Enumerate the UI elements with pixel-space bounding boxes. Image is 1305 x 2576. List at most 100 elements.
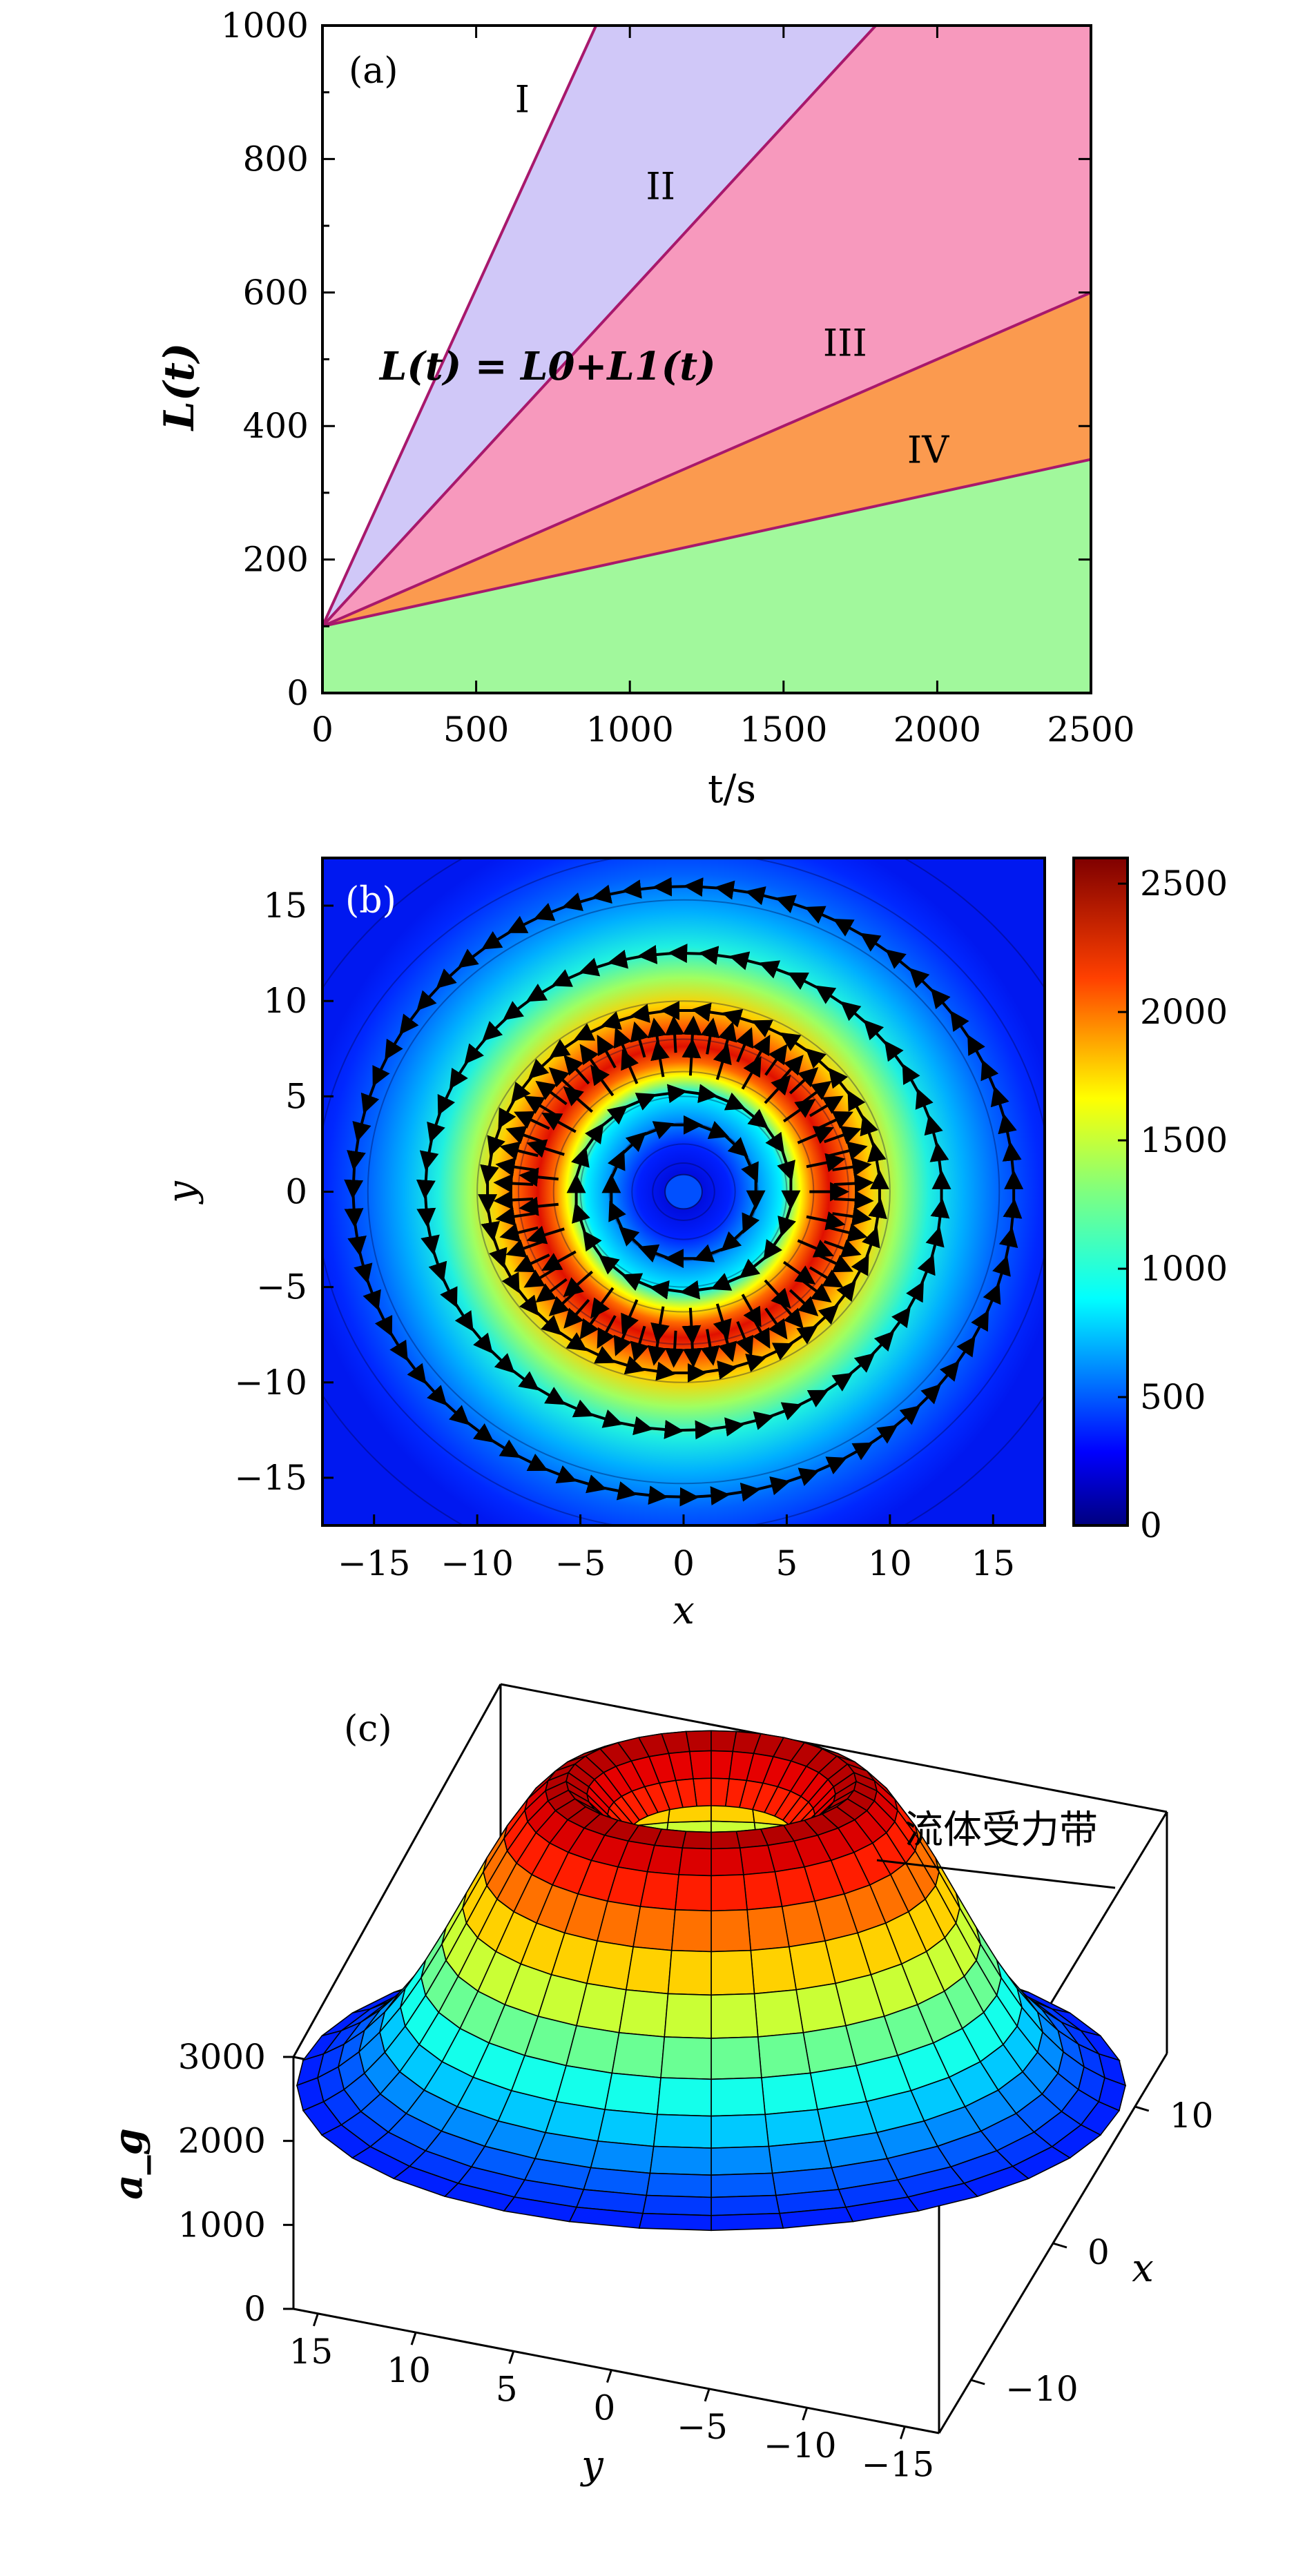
surface-facet (646, 2172, 712, 2198)
flow-arrow (493, 1190, 534, 1210)
flow-arrow (777, 1149, 795, 1182)
surface-facet (685, 1730, 712, 1753)
x-tick-label: −10 (1005, 2369, 1079, 2409)
flow-arrow (647, 1017, 667, 1055)
surface-facet (710, 2145, 773, 2176)
x-tick-mark (1134, 2105, 1150, 2112)
flow-arrow (621, 1273, 655, 1291)
flow-arrow (493, 1173, 534, 1193)
surface-facet (710, 1993, 759, 2039)
flow-arrow (571, 1146, 590, 1179)
contour-ring (631, 1143, 736, 1240)
flow-arrow (548, 1067, 579, 1095)
surface-facet (710, 1847, 744, 1877)
surface-facet (664, 1993, 712, 2039)
colorbar-tick-label: 1000 (1140, 1249, 1228, 1289)
flow-arrow (679, 1280, 716, 1300)
colorbar (1072, 857, 1129, 1527)
z-tick-label: 2000 (178, 2121, 266, 2161)
flow-arrow (741, 1294, 762, 1327)
flow-arrow (519, 1167, 559, 1187)
panel-c-annotation: 流体受力带 (905, 1808, 1098, 1853)
x-tick-mark (970, 2379, 985, 2385)
flow-arrow (718, 1325, 737, 1363)
flow-arrow (623, 1093, 657, 1111)
flow-arrow (741, 1056, 762, 1090)
flow-arrow (700, 1017, 720, 1055)
y-tick-label: 15 (289, 2332, 334, 2372)
x-tick-label: 2500 (1047, 710, 1134, 750)
flow-arrow (789, 1289, 819, 1316)
surface-facet (639, 1871, 679, 1911)
flow-arrow (583, 1230, 603, 1259)
flow-arrow (713, 1092, 746, 1111)
flow-arrow (800, 1080, 832, 1106)
flow-arrow (806, 1153, 846, 1173)
y-tick-label: 0 (287, 673, 309, 713)
surface-facet (710, 1874, 748, 1912)
surface-facet (638, 2212, 712, 2232)
region-label-III: III (823, 322, 867, 365)
panel-a-tag: (a) (349, 50, 398, 92)
flow-arrow (824, 1239, 862, 1258)
flow-arrow (665, 1015, 685, 1053)
y-tick-mark (508, 2350, 515, 2364)
flow-arrow (817, 1111, 853, 1130)
flow-arrow (505, 1126, 543, 1144)
panel-a-ylabel: L(t) (155, 343, 204, 432)
flow-arrow (499, 1141, 539, 1160)
flow-arrow (613, 1027, 632, 1062)
flow-arrow (563, 1270, 593, 1298)
y-tick-label: 600 (243, 273, 309, 313)
flow-arrow (764, 1307, 788, 1340)
y-tick-label: 200 (243, 540, 309, 580)
flow-arrow (824, 1126, 862, 1144)
flow-arrow (541, 1113, 577, 1133)
surface-facet (618, 1989, 669, 2038)
y-tick-mark (704, 2388, 710, 2402)
panel-c-3d-surface: 流体受力带 (c) 0 1000 2000 3000 15 10 5 0 −5 −10 −15 −10… (106, 1683, 1213, 2488)
y-tick-label: −5 (256, 1267, 307, 1307)
region-base (322, 459, 1091, 693)
y-tick-mark (606, 2370, 612, 2383)
y-tick-label: −15 (862, 2444, 935, 2484)
surface-facet (678, 1847, 712, 1877)
boundary-line-4 (322, 458, 1092, 628)
flow-arrow (777, 1055, 804, 1085)
flow-arrow (523, 1266, 559, 1288)
flow-arrow (649, 1280, 685, 1300)
y-tick-label: 15 (263, 886, 307, 926)
flow-arrow (751, 1315, 771, 1349)
flow-arrow (505, 1239, 543, 1258)
surface-facet (667, 1949, 712, 1996)
boundary-line-1 (321, 25, 598, 627)
flow-arrow (806, 1211, 846, 1231)
flow-arrow (764, 1279, 791, 1309)
y-tick-label: 400 (243, 406, 309, 446)
surface-facet (757, 2031, 811, 2078)
flow-arrow (597, 1034, 617, 1069)
surface-facet (642, 2194, 712, 2216)
flow-arrow (523, 1095, 559, 1118)
flow-arrow (930, 1198, 950, 1240)
flow-arrow (800, 1278, 832, 1303)
flow-arrow (832, 1207, 872, 1227)
flow-arrow (764, 1124, 784, 1153)
surface-facet (632, 1906, 676, 1951)
surface-facet (761, 2072, 818, 2116)
flow-arrow (739, 1256, 768, 1279)
x-tick-label: 1000 (586, 710, 674, 750)
y-tick-label: 1000 (221, 6, 309, 46)
surface-facet (743, 1871, 783, 1911)
flow-arrow (797, 1126, 834, 1144)
boundary-line-2 (321, 24, 877, 627)
surface-facet (660, 2036, 712, 2080)
x-tick-label: 0 (673, 1543, 695, 1583)
x-tick-label: 0 (311, 710, 334, 750)
boundary-line-3 (322, 291, 1092, 628)
flow-arrow (563, 1055, 590, 1085)
flow-arrow (514, 1111, 550, 1130)
region-label-II: II (646, 164, 675, 208)
flow-arrow (777, 1298, 804, 1329)
